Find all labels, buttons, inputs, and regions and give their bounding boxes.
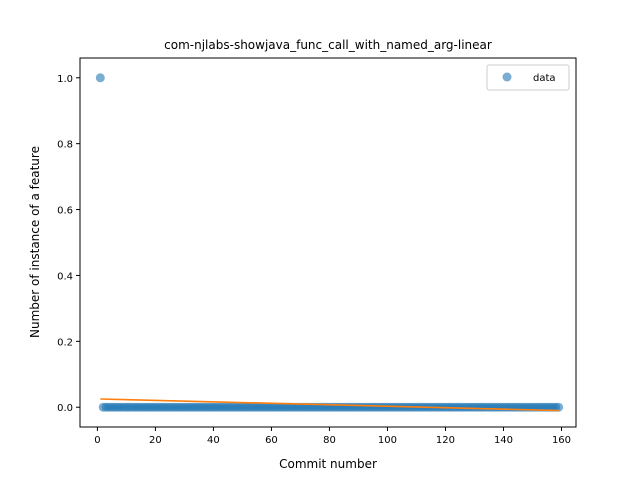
y-axis-label: Number of instance of a feature bbox=[28, 146, 42, 338]
y-tick-label: 1.0 bbox=[57, 74, 73, 85]
x-axis-ticks: 0 20 40 60 80 100 120 140 160 bbox=[94, 427, 571, 446]
y-axis-ticks: 0.0 0.2 0.4 0.6 0.8 1.0 bbox=[57, 74, 80, 414]
x-tick-label: 140 bbox=[494, 435, 513, 446]
data-point bbox=[554, 402, 564, 412]
x-tick-label: 80 bbox=[323, 435, 336, 446]
x-tick-label: 160 bbox=[552, 435, 571, 446]
y-tick-label: 0.6 bbox=[57, 206, 73, 217]
y-tick-label: 0.4 bbox=[57, 271, 73, 282]
x-tick-label: 60 bbox=[265, 435, 278, 446]
x-tick-label: 20 bbox=[149, 435, 162, 446]
legend: data bbox=[486, 64, 570, 91]
y-tick-label: 0.2 bbox=[57, 337, 73, 348]
x-tick-label: 0 bbox=[94, 435, 100, 446]
y-tick-label: 0.0 bbox=[57, 403, 73, 414]
legend-label-data: data bbox=[533, 73, 556, 84]
data-point bbox=[95, 73, 105, 83]
legend-marker-data bbox=[502, 72, 512, 82]
axes-frame bbox=[79, 57, 577, 428]
chart-title: com-njlabs-showjava_func_call_with_named… bbox=[164, 38, 492, 52]
x-tick-label: 100 bbox=[378, 435, 397, 446]
y-tick-label: 0.8 bbox=[57, 140, 73, 151]
x-tick-label: 120 bbox=[436, 435, 455, 446]
fit-line bbox=[100, 398, 559, 412]
legend-frame bbox=[486, 64, 570, 91]
axes bbox=[79, 57, 577, 428]
x-tick-label: 40 bbox=[207, 435, 220, 446]
plot-area bbox=[95, 73, 564, 412]
x-axis-label: Commit number bbox=[279, 457, 377, 471]
